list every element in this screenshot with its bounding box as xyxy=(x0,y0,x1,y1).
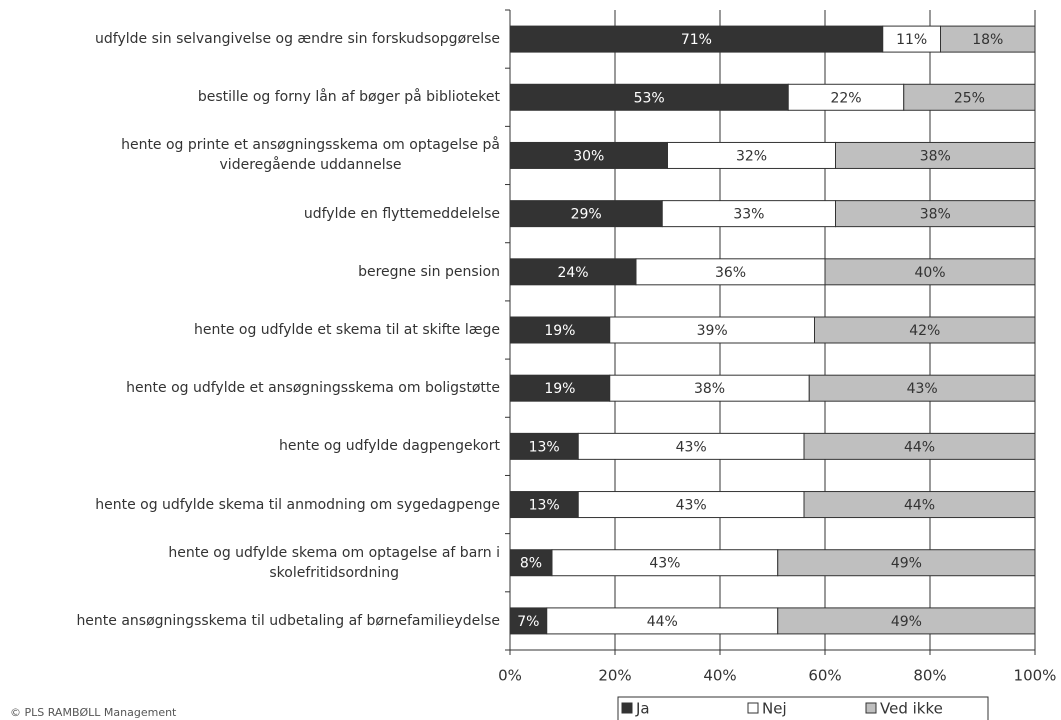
bar-segment xyxy=(661,200,836,228)
legend-label: Ved ikke xyxy=(880,700,943,718)
data-label: 44% xyxy=(904,439,935,455)
bar-segment xyxy=(903,83,1036,111)
data-label: 43% xyxy=(649,556,680,572)
bar-segment xyxy=(777,549,1036,577)
category-label: beregne sin pension xyxy=(358,263,500,280)
legend-swatch xyxy=(747,702,759,714)
bar-segment xyxy=(509,25,884,53)
bar-segment xyxy=(609,316,815,344)
data-label: 44% xyxy=(647,614,678,630)
x-tick-label: 0% xyxy=(498,667,522,685)
legend-box xyxy=(617,696,989,720)
data-label: 7% xyxy=(517,614,539,630)
legend-swatch xyxy=(621,702,633,714)
data-label: 49% xyxy=(891,614,922,630)
data-label: 38% xyxy=(920,148,951,164)
category-label: bestille og forny lån af bøger på biblio… xyxy=(197,89,500,106)
data-label: 36% xyxy=(715,265,746,281)
category-label: hente og printe et ansøgningsskema om op… xyxy=(121,137,500,174)
footnote: © PLS RAMBØLL Management xyxy=(10,706,177,719)
data-label: 18% xyxy=(972,32,1003,48)
data-label: 43% xyxy=(676,439,707,455)
bar-segment xyxy=(824,258,1036,286)
category-label: hente og udfylde skema om optagelse af b… xyxy=(168,544,500,581)
x-tick-label: 20% xyxy=(598,667,631,685)
data-label: 19% xyxy=(544,381,575,397)
bar-segment xyxy=(940,25,1036,53)
data-label: 19% xyxy=(544,323,575,339)
bar-segment xyxy=(882,25,941,53)
bar-segment xyxy=(509,549,553,577)
data-label: 24% xyxy=(557,265,588,281)
data-label: 38% xyxy=(920,207,951,223)
data-label: 40% xyxy=(914,265,945,281)
bar-segment xyxy=(814,316,1036,344)
data-label: 39% xyxy=(697,323,728,339)
bar-segment xyxy=(509,374,611,402)
data-label: 8% xyxy=(520,556,542,572)
data-label: 38% xyxy=(694,381,725,397)
x-tick-label: 40% xyxy=(703,667,736,685)
bar-segment xyxy=(835,200,1036,228)
category-label: udfylde en flyttemeddelelse xyxy=(303,205,500,222)
data-label: 33% xyxy=(733,207,764,223)
bar-segment xyxy=(577,491,805,519)
x-tick-label: 80% xyxy=(913,667,946,685)
bar-segment xyxy=(808,374,1036,402)
category-label: hente og udfylde dagpengekort xyxy=(278,438,500,455)
data-label: 71% xyxy=(681,32,712,48)
bar-segment xyxy=(787,83,905,111)
category-label: hente og udfylde et skema til at skifte … xyxy=(193,322,500,338)
data-label: 43% xyxy=(676,498,707,514)
category-label: hente og udfylde et ansøgningsskema om b… xyxy=(126,380,500,397)
data-label: 29% xyxy=(571,207,602,223)
bar-segment xyxy=(835,141,1036,169)
bar-segment xyxy=(509,607,548,635)
category-label: hente og udfylde skema til anmodning om … xyxy=(95,496,500,513)
legend-label: Ja xyxy=(635,700,650,718)
data-label: 32% xyxy=(736,148,767,164)
data-label: 53% xyxy=(634,90,665,106)
bar-segment xyxy=(667,141,836,169)
data-label: 30% xyxy=(573,148,604,164)
data-label: 13% xyxy=(529,439,560,455)
bar-segment xyxy=(551,549,779,577)
bar-segment xyxy=(635,258,826,286)
data-label: 25% xyxy=(954,90,985,106)
data-label: 13% xyxy=(529,498,560,514)
data-label: 44% xyxy=(904,498,935,514)
bar-segment xyxy=(803,432,1036,460)
data-label: 42% xyxy=(909,323,940,339)
bar-segment xyxy=(777,607,1036,635)
bar-segment xyxy=(509,316,611,344)
x-tick-label: 60% xyxy=(808,667,841,685)
bar-segment xyxy=(803,491,1036,519)
legend-label: Nej xyxy=(762,700,787,718)
category-label: udfylde sin selvangivelse og ændre sin f… xyxy=(95,31,500,48)
data-label: 43% xyxy=(907,381,938,397)
bar-segment xyxy=(509,200,663,228)
x-tick-label: 100% xyxy=(1014,667,1057,685)
legend-swatch xyxy=(865,702,877,714)
bar-segment xyxy=(509,258,637,286)
data-label: 22% xyxy=(830,90,861,106)
bar-segment xyxy=(577,432,805,460)
data-label: 11% xyxy=(896,32,927,48)
data-label: 49% xyxy=(891,556,922,572)
category-label: hente ansøgningsskema til udbetaling af … xyxy=(76,612,500,629)
